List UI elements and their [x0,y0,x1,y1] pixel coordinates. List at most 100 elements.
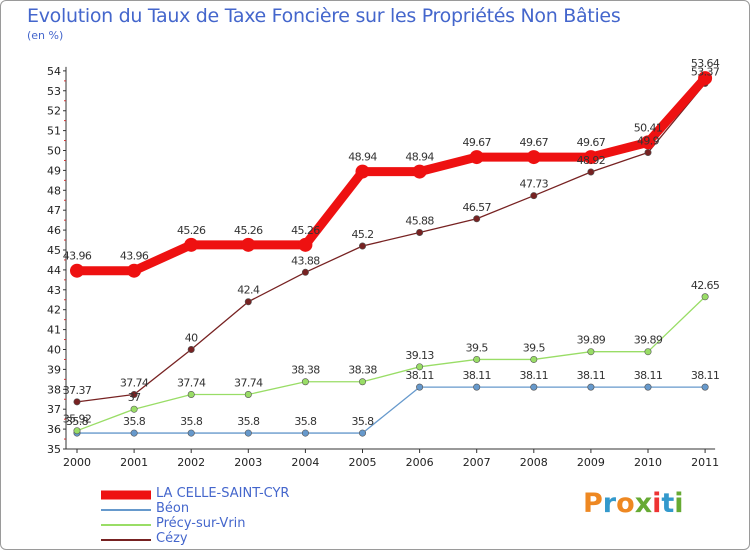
data-label: 35.8 [123,415,146,428]
data-label: 39.13 [405,349,434,362]
data-point [130,405,138,413]
legend-item: Béon [101,501,421,517]
data-label: 48.94 [405,151,434,164]
x-tick-label: 2010 [634,456,662,469]
legend-item: Précy-sur-Vrin [101,516,421,532]
legend-swatch [101,523,151,526]
y-tick-label: 43 [47,284,61,297]
data-label: 49.67 [577,136,606,149]
y-tick-label: 36 [47,423,61,436]
data-point [587,383,595,391]
legend-label: Précy-sur-Vrin [156,516,246,531]
data-label: 53.64 [691,57,720,70]
data-label: 38.38 [348,364,377,377]
data-label: 37.74 [120,376,149,389]
x-tick-label: 2001 [120,456,148,469]
logo-letter: P [583,488,603,519]
data-point [358,378,366,386]
series-line-3 [76,82,706,403]
data-point [358,429,366,437]
data-point [644,383,652,391]
data-label: 45.2 [351,228,373,241]
data-label: 45.26 [177,224,206,237]
data-label: 42.65 [691,279,720,292]
data-label: 43.96 [63,250,92,263]
y-tick-label: 38 [47,383,61,396]
data-label: 45.26 [291,224,320,237]
series-line-2 [76,296,706,432]
logo-letter: i [674,488,684,519]
data-label: 49.9 [637,134,660,147]
data-point [298,237,313,252]
data-label: 45.88 [405,214,434,227]
data-point [358,242,366,250]
data-label: 39.89 [577,334,606,347]
data-point [301,268,309,276]
y-tick-label: 40 [47,344,61,357]
data-point [416,383,424,391]
y-tick-label: 47 [47,204,61,217]
data-label: 50.41 [634,121,663,134]
y-tick-label: 50 [47,145,61,158]
x-tick-label: 2008 [520,456,548,469]
data-point [416,228,424,236]
data-point [701,383,709,391]
logo-letter: t [661,488,675,519]
data-point [587,168,595,176]
data-point [416,363,424,371]
data-label: 38.11 [577,369,606,382]
data-point [530,192,538,200]
data-point [73,427,81,435]
y-tick-label: 48 [47,184,61,197]
x-tick-label: 2005 [349,456,377,469]
y-tick-label: 42 [47,304,61,317]
data-point [526,150,541,165]
data-point [244,390,252,398]
data-point [355,164,370,179]
data-label: 53.37 [691,65,720,78]
legend-label: Cézy [156,531,188,546]
data-point [130,390,138,398]
data-point [244,429,252,437]
x-tick-label: 2006 [406,456,434,469]
data-label: 39.89 [634,334,663,347]
x-tick-label: 2002 [177,456,205,469]
x-tick-label: 2007 [463,456,491,469]
data-label: 45.26 [234,224,263,237]
y-tick-label: 51 [47,125,61,138]
data-label: 46.57 [462,201,491,214]
series-line-1 [76,386,706,434]
proxiti-logo: Proxiti [583,488,684,519]
data-label: 37.37 [63,384,92,397]
data-label: 38.11 [634,369,663,382]
data-label: 38.11 [405,369,434,382]
x-tick-label: 2004 [291,456,319,469]
y-tick-label: 52 [47,105,61,118]
legend-swatch [101,538,151,541]
legend-label: Béon [156,501,190,516]
data-label: 47.73 [520,178,549,191]
data-point [473,383,481,391]
legend: LA CELLE-SAINT-CYR Béon Précy-sur-Vrin Cézy [101,486,421,547]
legend-swatch [101,508,151,511]
data-point [644,148,652,156]
data-label: 37 [128,391,141,404]
y-tick-label: 39 [47,363,61,376]
data-label: 35.8 [237,415,260,428]
unit-label: (en %) [27,29,64,42]
data-point [184,237,199,252]
data-label: 48.92 [577,154,606,167]
data-point [301,378,309,386]
x-tick-label: 2003 [234,456,262,469]
logo-letter: o [616,488,635,519]
x-tick-label: 2011 [691,456,719,469]
data-label: 35.92 [63,413,92,426]
data-point [530,383,538,391]
x-tick-label: 2000 [63,456,91,469]
legend-item: Cézy [101,531,421,547]
data-point [473,215,481,223]
data-point [473,355,481,363]
data-point [70,263,84,278]
y-tick-label: 41 [47,324,61,337]
data-label: 37.74 [177,376,206,389]
